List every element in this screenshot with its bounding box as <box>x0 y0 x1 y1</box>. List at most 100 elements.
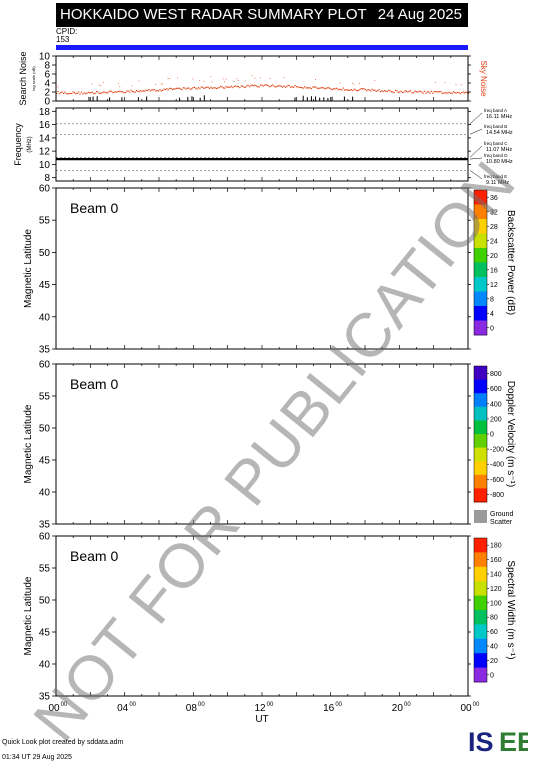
noise-point <box>341 89 343 91</box>
noise-point <box>452 91 455 93</box>
noise-point <box>148 88 150 91</box>
noise-outlier <box>444 82 446 84</box>
freq-band-value: 10.80 MHz <box>486 159 513 165</box>
freq-band-name: freq band C <box>484 141 508 146</box>
noise-point <box>348 89 350 91</box>
noise-point <box>221 86 223 88</box>
noise-point <box>215 87 218 90</box>
noise-point <box>393 91 395 94</box>
noise-outlier <box>225 78 227 80</box>
noise-point <box>156 89 158 92</box>
noise-point <box>328 87 331 89</box>
noise-point <box>195 87 197 89</box>
noise-point <box>213 87 215 89</box>
noise-point <box>266 84 269 86</box>
noise-point <box>377 90 379 92</box>
noise-point <box>294 84 296 87</box>
noise-point <box>407 91 409 93</box>
noise-outlier <box>118 83 119 85</box>
noise-point <box>326 87 328 89</box>
noise-point <box>113 91 116 93</box>
noise-point <box>353 88 355 90</box>
noise-point <box>350 88 353 91</box>
noise-outlier <box>91 83 93 85</box>
noise-point <box>229 86 231 88</box>
noise-point <box>370 90 372 92</box>
noise-outlier <box>455 84 457 85</box>
noise-panel-frame <box>55 55 469 102</box>
noise-point <box>383 89 386 92</box>
noise-outlier <box>211 81 213 83</box>
noise-point <box>246 85 248 87</box>
noise-point <box>381 90 383 92</box>
noise-point <box>64 91 66 93</box>
noise-point <box>337 88 339 90</box>
noise-point <box>90 91 92 94</box>
noise-point <box>382 90 384 93</box>
plot-header: HOKKAIDO WEST RADAR SUMMARY PLOT 24 Aug … <box>56 3 468 27</box>
noise-outlier <box>203 80 205 82</box>
noise-point <box>338 89 340 91</box>
noise-outlier <box>131 85 133 87</box>
noise-point <box>440 91 442 93</box>
noise-point <box>228 86 230 88</box>
noise-point <box>178 87 180 89</box>
noise-point <box>422 92 424 94</box>
noise-outlier <box>353 83 355 85</box>
noise-point <box>232 86 234 89</box>
noise-point <box>412 92 415 94</box>
noise-point <box>302 87 304 89</box>
noise-point <box>219 85 222 87</box>
noise-point <box>244 86 246 88</box>
noise-point <box>319 87 321 89</box>
noise-point <box>65 92 67 95</box>
noise-point <box>253 85 255 87</box>
noise-point <box>280 85 282 87</box>
noise-point <box>115 91 117 93</box>
noise-point <box>258 86 260 88</box>
noise-outlier <box>119 86 121 87</box>
noise-point <box>200 86 202 88</box>
noise-point <box>109 90 111 92</box>
noise-point <box>174 88 176 90</box>
noise-point <box>403 91 405 93</box>
noise-point <box>100 92 102 94</box>
noise-point <box>374 89 376 91</box>
noise-point <box>56 92 58 95</box>
noise-point <box>465 91 467 93</box>
noise-point <box>155 90 157 92</box>
noise-point <box>167 89 169 91</box>
noise-outlier <box>461 84 462 86</box>
noise-point <box>410 90 412 92</box>
noise-point <box>94 92 96 94</box>
noise-point <box>236 86 238 88</box>
noise-point <box>439 91 441 93</box>
noise-point <box>304 86 306 88</box>
noise-point <box>173 88 175 90</box>
noise-point <box>293 86 295 89</box>
noise-point <box>312 86 314 88</box>
noise-point <box>324 88 326 90</box>
freq-band-value: 16.11 MHz <box>486 114 512 120</box>
y-tick-label: 0 <box>44 97 50 108</box>
noise-point <box>142 90 145 92</box>
noise-outlier <box>57 86 59 88</box>
noise-point <box>124 91 127 94</box>
noise-point <box>118 90 120 93</box>
noise-point <box>367 88 369 91</box>
noise-point <box>98 92 100 94</box>
noise-point <box>463 92 466 94</box>
y-tick-label: 16 <box>39 120 51 131</box>
frequency-unit: (MHz) <box>27 136 33 152</box>
noise-point <box>168 87 171 90</box>
noise-point <box>225 86 227 88</box>
noise-outlier <box>236 78 238 80</box>
noise-point <box>145 89 147 91</box>
y-tick-label: 10 <box>39 52 51 63</box>
noise-outlier <box>100 85 101 87</box>
noise-point <box>306 87 308 89</box>
noise-point <box>68 92 70 95</box>
noise-point <box>320 87 322 89</box>
noise-point <box>137 90 139 92</box>
noise-outlier <box>98 84 100 86</box>
